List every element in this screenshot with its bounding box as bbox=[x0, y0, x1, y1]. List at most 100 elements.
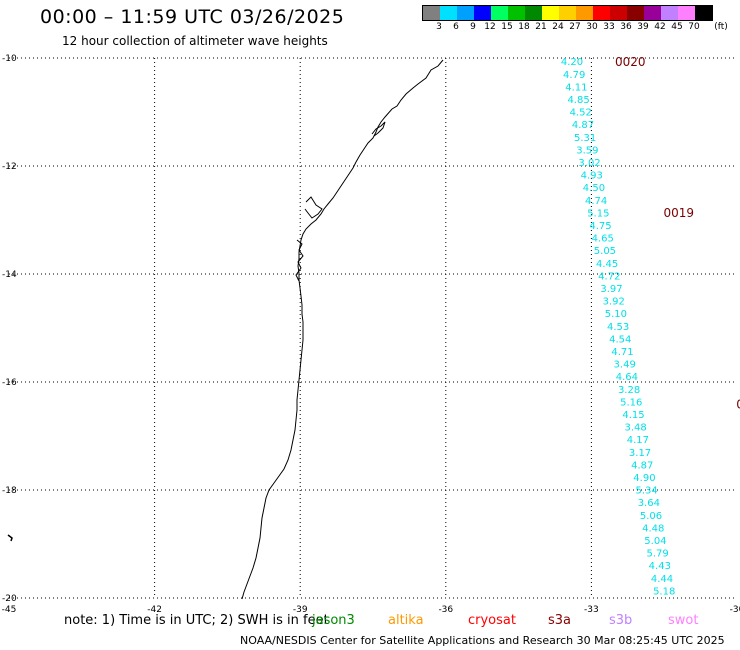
satellite-s3a: s3a bbox=[548, 613, 572, 628]
wave-height-label: 4.87 bbox=[572, 120, 594, 131]
wave-height-label: 4.79 bbox=[563, 70, 585, 81]
x-tick-label: -39 bbox=[293, 605, 308, 615]
wave-height-label: 5.06 bbox=[640, 511, 662, 522]
wave-height-label: 5.31 bbox=[574, 133, 596, 144]
wave-height-label: 3.64 bbox=[638, 498, 660, 509]
satellite-altika: altika bbox=[388, 613, 424, 628]
legend-label: 21 bbox=[535, 22, 547, 32]
legend-swatch bbox=[474, 6, 491, 20]
wave-height-label: 4.43 bbox=[649, 561, 671, 572]
wave-height-label: 3.49 bbox=[614, 360, 636, 371]
wave-height-label: 4.53 bbox=[607, 322, 629, 333]
pass-id-label: 0018 bbox=[736, 398, 740, 412]
legend-swatch bbox=[508, 6, 525, 20]
pass-id-label: 0019 bbox=[663, 206, 694, 220]
wave-height-label: 5.18 bbox=[653, 586, 675, 597]
legend-label: 27 bbox=[569, 22, 581, 32]
legend-label: 24 bbox=[552, 22, 564, 32]
wave-height-label: 4.50 bbox=[583, 183, 605, 194]
wave-height-label: 4.17 bbox=[627, 435, 649, 446]
legend-labels: 3 6 9 12 15 18 21 24 27 30 33 36 39 42 45 70 (ft) bbox=[422, 21, 728, 35]
y-tick-label: -14 bbox=[2, 270, 17, 280]
wave-height-label: 3.28 bbox=[618, 385, 640, 396]
legend-swatch bbox=[559, 6, 576, 20]
wave-height-label: 4.93 bbox=[581, 171, 603, 182]
legend-swatch bbox=[423, 6, 440, 20]
wave-height-label: 4.72 bbox=[598, 271, 620, 282]
page-title: 00:00 – 11:59 UTC 03/26/2025 bbox=[40, 6, 345, 28]
wave-height-labels: 4.204.794.114.854.524.875.313.593.024.93… bbox=[561, 57, 675, 597]
wave-height-label: 3.17 bbox=[629, 448, 651, 459]
pass-id-labels: 0020001900180017 bbox=[615, 55, 740, 412]
wave-height-label: 4.11 bbox=[565, 82, 587, 93]
x-tick-label: -36 bbox=[438, 605, 453, 615]
wave-height-label: 4.65 bbox=[592, 234, 614, 245]
x-tick-label: -33 bbox=[584, 605, 599, 615]
wave-height-label: 4.20 bbox=[561, 57, 583, 68]
wave-height-label: 5.04 bbox=[644, 536, 666, 547]
y-tick-label: -10 bbox=[2, 54, 17, 64]
wave-height-label: 4.45 bbox=[596, 259, 618, 270]
wave-height-label: 3.48 bbox=[625, 423, 647, 434]
legend-swatch bbox=[695, 6, 712, 20]
page-subtitle: 12 hour collection of altimeter wave hei… bbox=[62, 34, 328, 48]
wave-height-label: 3.92 bbox=[603, 297, 625, 308]
wave-height-label: 5.79 bbox=[646, 549, 668, 560]
coastline bbox=[241, 59, 444, 600]
legend-swatch bbox=[661, 6, 678, 20]
wave-height-label: 4.54 bbox=[609, 334, 631, 345]
legend-label: 15 bbox=[501, 22, 513, 32]
satellite-cryosat: cryosat bbox=[468, 613, 516, 628]
legend-label: 33 bbox=[603, 22, 615, 32]
estuary-north bbox=[371, 121, 386, 137]
legend-label: 42 bbox=[654, 22, 666, 32]
wave-height-label: 3.59 bbox=[576, 145, 598, 156]
footer-note: note: 1) Time is in UTC; 2) SWH is in fe… bbox=[64, 613, 329, 628]
legend-label: 3 bbox=[436, 22, 442, 32]
legend-swatch bbox=[525, 6, 542, 20]
legend-label: 45 bbox=[671, 22, 683, 32]
wave-height-label: 5.16 bbox=[620, 397, 642, 408]
legend-swatch bbox=[457, 6, 474, 20]
legend-swatch bbox=[627, 6, 644, 20]
legend-label: 6 bbox=[453, 22, 459, 32]
legend-label: 9 bbox=[470, 22, 476, 32]
wave-height-label: 5.10 bbox=[605, 309, 627, 320]
wave-height-label: 4.74 bbox=[585, 196, 607, 207]
y-tick-label: -12 bbox=[2, 162, 17, 172]
y-tick-label: -18 bbox=[2, 486, 17, 496]
wave-height-label: 4.48 bbox=[642, 523, 664, 534]
legend-swatch bbox=[542, 6, 559, 20]
estuary-middle bbox=[304, 196, 323, 219]
satellite-s3b: s3b bbox=[609, 613, 633, 628]
wave-height-label: 4.75 bbox=[589, 221, 611, 232]
legend-swatch bbox=[610, 6, 627, 20]
legend-label: 12 bbox=[484, 22, 496, 32]
wave-height-label: 4.44 bbox=[651, 574, 673, 585]
satellite-swot: swot bbox=[668, 613, 699, 628]
legend-label: 70 bbox=[688, 22, 700, 32]
x-tick-label: -42 bbox=[147, 605, 162, 615]
wave-height-label: 4.87 bbox=[631, 460, 653, 471]
wave-height-label: 4.85 bbox=[567, 95, 589, 106]
legend-swatch bbox=[644, 6, 661, 20]
legend-label: 39 bbox=[637, 22, 649, 32]
legend-swatch bbox=[491, 6, 508, 20]
y-tick-label: -20 bbox=[2, 594, 17, 604]
legend-label: 18 bbox=[518, 22, 530, 32]
pass-id-label: 0020 bbox=[615, 55, 646, 69]
wave-height-label: 3.97 bbox=[600, 284, 622, 295]
credit-line: NOAA/NESDIS Center for Satellite Applica… bbox=[240, 634, 725, 647]
wave-height-label: 4.71 bbox=[611, 347, 633, 358]
legend-swatch bbox=[593, 6, 610, 20]
wave-height-label: 4.90 bbox=[633, 473, 655, 484]
legend-swatch bbox=[678, 6, 695, 20]
wave-height-label: 5.05 bbox=[594, 246, 616, 257]
x-tick-label: -45 bbox=[2, 605, 17, 615]
wave-height-label: 4.64 bbox=[616, 372, 638, 383]
legend-unit: (ft) bbox=[714, 22, 728, 32]
legend-swatch bbox=[576, 6, 593, 20]
satellite-jason3: jason3 bbox=[312, 613, 355, 628]
map-grid: -45 -42 -39 -36 -33 -30 -10 -12 -14 -16 -18 -20 bbox=[2, 54, 740, 615]
